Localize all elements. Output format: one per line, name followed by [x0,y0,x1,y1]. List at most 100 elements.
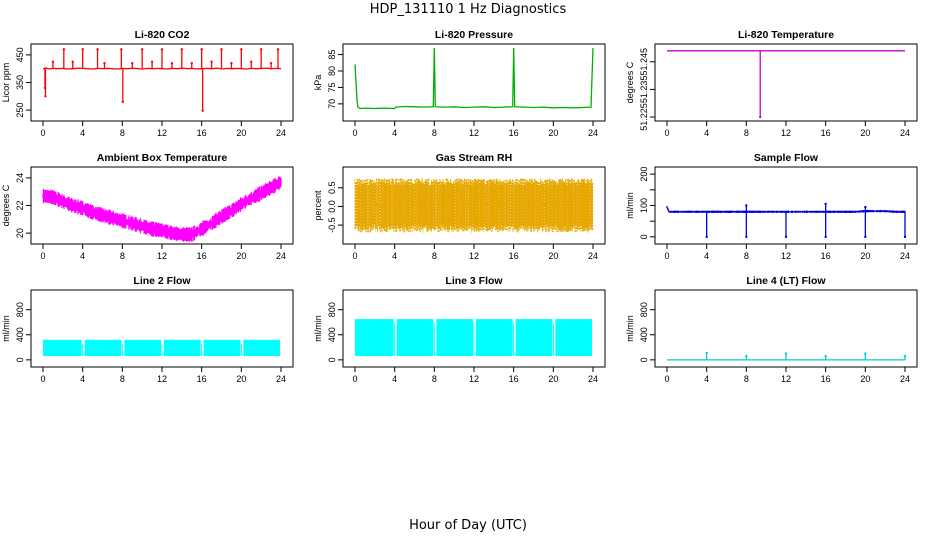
spike-point [81,48,84,51]
x-tick-label: 8 [432,128,437,138]
x-tick-label: 0 [40,374,45,384]
y-tick-label: 100 [639,198,649,213]
spike-point [903,354,907,358]
x-tick-label: 24 [588,128,598,138]
spike-point [864,235,867,239]
spike-point [269,61,273,65]
x-tick-label: 12 [469,251,479,261]
flow-block [43,339,82,357]
panel-title: Line 3 Flow [445,275,503,287]
spike-point [824,235,827,239]
spike-point [51,60,55,63]
panel-title: Gas Stream RH [436,152,512,164]
x-tick-label: 24 [900,374,910,384]
y-tick-label: 85 [327,50,337,60]
y-tick-label: 0 [15,357,25,362]
x-tick-label: 16 [821,251,831,261]
spike-point [276,48,280,51]
x-tick-label: 16 [509,251,519,261]
y-tick-label: 20 [15,228,25,238]
spike-point [170,61,174,65]
x-tick-label: 24 [276,374,286,384]
x-tick-label: 8 [432,251,437,261]
y-axis-label: degrees C [1,184,11,226]
panel-title: Ambient Box Temperature [97,152,228,164]
x-tick-label: 20 [860,128,870,138]
x-tick-label: 8 [432,374,437,384]
y-tick-label: 0 [639,357,649,362]
y-tick-label: 51.245 [639,48,649,76]
x-tick-label: 4 [392,251,397,261]
y-tick-label: 22 [15,200,25,210]
flow-block [203,339,241,357]
y-axis-label: degrees C [625,61,635,103]
panel-6: Sample Flow ml/min 0 4 8 12 16 20 24 0 100 200 [625,152,918,261]
spike-point [120,48,123,51]
y-axis-label: ml/min [1,315,11,342]
data-layer [666,202,907,239]
spike-point [71,60,74,63]
y-tick-label: 200 [639,167,649,182]
page-x-axis-label: Hour of Day (UTC) [409,518,527,533]
y-axis-label: kPa [313,75,323,91]
x-tick-label: 4 [704,251,709,261]
data-layer [42,48,282,112]
y-tick-label: 250 [15,103,25,118]
series-line [42,181,282,236]
y-tick-label: 400 [15,327,25,342]
data-layer [354,178,594,233]
x-tick-label: 4 [80,128,85,138]
x-tick-label: 0 [664,374,669,384]
y-tick-label: 400 [327,327,337,342]
x-tick-label: 0 [40,251,45,261]
spike-point [705,351,708,355]
panel-title: Li-820 CO2 [135,29,190,41]
spike-point [705,235,708,239]
spike-point [96,48,99,51]
spike-point [250,60,253,63]
x-tick-label: 8 [744,374,749,384]
spike-point [784,235,788,239]
flow-block [476,319,513,357]
y-axis-label: ml/min [625,315,635,342]
spike-point [220,48,223,51]
panel-7: Line 2 Flow ml/min 0 4 8 12 16 20 24 0 400 800 [1,275,294,384]
x-tick-label: 20 [548,374,558,384]
x-tick-label: 24 [900,251,910,261]
spike-point [864,205,867,209]
plot-frame [342,43,606,122]
y-tick-label: 24 [15,173,25,183]
x-tick-label: 12 [469,128,479,138]
x-tick-label: 8 [744,128,749,138]
spike-point [150,60,154,63]
spike-point [230,61,233,65]
x-tick-label: 20 [860,374,870,384]
spike-point [745,235,748,239]
x-tick-label: 0 [352,374,357,384]
y-axis-label: percent [313,190,323,221]
y-tick-label: 51.235 [639,76,649,104]
y-tick-label: 800 [327,302,337,317]
flow-block [355,319,394,357]
flow-block [396,319,434,357]
spike-point [62,48,66,51]
x-tick-label: 20 [236,128,246,138]
data-layer [43,339,280,357]
x-tick-label: 16 [509,128,519,138]
spike-point [864,352,867,355]
x-tick-label: 4 [392,128,397,138]
x-tick-label: 0 [40,128,45,138]
panel-3: Li-820 Temperature degrees C 0 4 8 12 16 20 24 51… [625,29,918,138]
y-axis-label: ml/min [625,192,635,219]
panel-title: Line 2 Flow [133,275,191,287]
panel-title: Li-820 Temperature [738,29,834,41]
spike-point [745,204,748,207]
data-layer [354,47,594,110]
y-tick-label: 800 [15,302,25,317]
y-tick-label: 70 [327,99,337,109]
panel-title: Line 4 (LT) Flow [746,275,826,287]
flow-block [515,319,553,357]
x-tick-label: 12 [781,128,791,138]
x-tick-label: 24 [588,251,598,261]
x-tick-label: 12 [469,374,479,384]
